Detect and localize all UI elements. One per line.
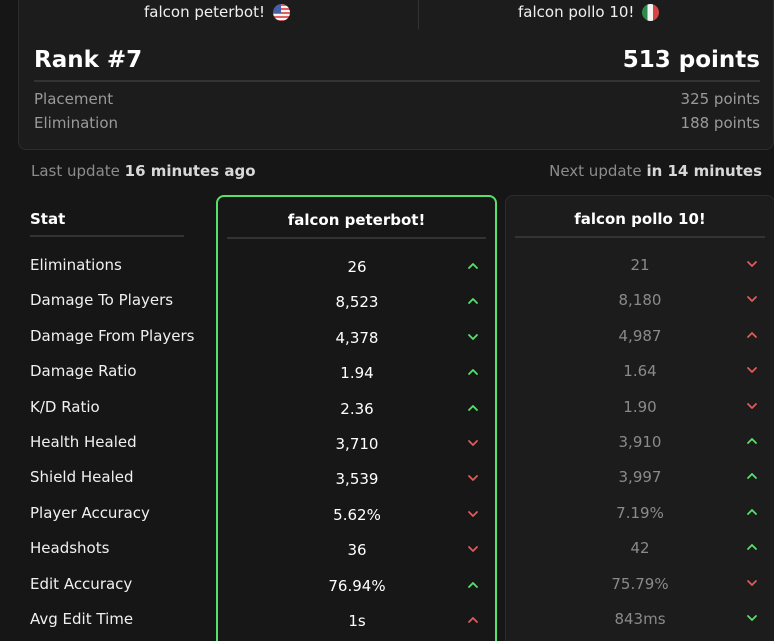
player2-stat-value: 75.79% (611, 574, 669, 593)
stat-row: Edit Accuracy 76.94% 75.79% (0, 566, 774, 601)
player1-name: falcon peterbot! (144, 3, 265, 21)
breakdown-row-elimination: Elimination 188 points (34, 114, 760, 132)
chevron-down-icon (746, 612, 758, 624)
chevron-up-icon (746, 435, 758, 447)
stat-row: Eliminations 26 21 (0, 247, 774, 282)
stat-row: Damage To Players 8,523 8,180 (0, 282, 774, 317)
chevron-down-icon (467, 543, 479, 555)
player1-stat-value: 26 (347, 258, 367, 276)
chevron-down-icon (467, 508, 479, 520)
player1-stat-value: 1s (348, 611, 366, 630)
chevron-up-icon (467, 614, 479, 626)
stat-header-divider (30, 235, 184, 237)
breakdown-value: 325 points (680, 90, 760, 108)
breakdown-label: Elimination (34, 114, 119, 132)
chevron-down-icon (467, 331, 479, 343)
player2-stat-value: 3,910 (618, 432, 662, 451)
chevron-up-icon (746, 506, 758, 518)
breakdown-value: 188 points (680, 114, 760, 132)
mexico-flag-icon (642, 3, 660, 21)
stat-row: K/D Ratio 2.36 1.90 (0, 389, 774, 424)
header-divider (418, 0, 419, 29)
last-update-value: 16 minutes ago (124, 162, 256, 180)
stat-label: Edit Accuracy (30, 574, 133, 593)
chevron-up-icon (746, 470, 758, 482)
stats-table-body: Eliminations 26 21 Damage To Players 8,523 8,… (0, 247, 774, 636)
rank-divider (34, 80, 760, 82)
chevron-down-icon (746, 400, 758, 412)
rank-card: falcon peterbot! falcon pollo 10! (18, 0, 774, 150)
stat-label: K/D Ratio (30, 397, 100, 416)
chevron-down-icon (467, 472, 479, 484)
chevron-up-icon (467, 579, 479, 591)
player2-stats-column: falcon pollo 10! (505, 195, 774, 641)
player2-stat-value: 3,997 (618, 468, 662, 487)
stat-label: Eliminations (30, 256, 122, 274)
next-update: Next update in 14 minutes (549, 162, 762, 180)
chevron-down-icon (746, 577, 758, 589)
us-flag-icon (272, 3, 290, 21)
player2-column-header: falcon pollo 10! (574, 210, 706, 228)
total-points: 513 points (622, 47, 760, 73)
player2-stat-value: 843ms (614, 609, 666, 628)
player1-stat-value: 3,710 (335, 434, 379, 453)
chevron-up-icon (467, 402, 479, 414)
chevron-down-icon (746, 293, 758, 305)
chevron-up-icon (746, 541, 758, 553)
next-update-value: in 14 minutes (646, 162, 762, 180)
breakdown-label: Placement (34, 90, 114, 108)
stat-label: Avg Edit Time (30, 609, 134, 628)
player2-stat-value: 4,987 (618, 326, 662, 345)
stat-column-header: Stat (30, 210, 66, 228)
next-update-prefix: Next update (549, 162, 642, 180)
stat-label: Health Healed (30, 432, 137, 451)
player2-stat-value: 42 (630, 539, 650, 558)
stat-row: Avg Edit Time 1s 843ms (0, 601, 774, 636)
player1-stats-column: falcon peterbot! (216, 195, 497, 641)
stat-row: Damage From Players 4,378 4,987 (0, 318, 774, 353)
chevron-up-icon (467, 295, 479, 307)
chevron-up-icon (467, 366, 479, 378)
player2-stat-value: 1.90 (623, 397, 657, 416)
rank-title: Rank #7 (34, 47, 143, 73)
player1-stat-value: 3,539 (335, 470, 379, 489)
last-update-prefix: Last update (31, 162, 120, 180)
stat-label: Damage To Players (30, 291, 174, 310)
stat-row: Player Accuracy 5.62% 7.19% (0, 495, 774, 530)
player1-header-divider (227, 237, 486, 239)
player1-column-header: falcon peterbot! (287, 211, 426, 229)
stat-row: Headshots 36 42 (0, 530, 774, 565)
stat-row: Damage Ratio 1.94 1.64 (0, 353, 774, 388)
chevron-down-icon (746, 258, 758, 270)
stat-label: Damage Ratio (30, 362, 137, 381)
player2-stat-value: 8,180 (618, 291, 662, 310)
player2-header-divider (515, 236, 765, 238)
player1-stat-value: 36 (347, 541, 367, 560)
player1-stat-value: 5.62% (333, 505, 381, 524)
stat-label: Damage From Players (30, 326, 195, 345)
stat-label: Shield Healed (30, 468, 134, 487)
last-update: Last update 16 minutes ago (31, 162, 256, 180)
player1-stat-value: 1.94 (340, 364, 374, 383)
player1-stat-value: 76.94% (328, 576, 386, 595)
player1-stat-value: 2.36 (340, 399, 374, 418)
stat-label: Player Accuracy (30, 503, 150, 522)
stat-row: Health Healed 3,710 3,910 (0, 424, 774, 459)
chevron-down-icon (746, 364, 758, 376)
player2-stat-value: 21 (630, 256, 650, 274)
player1-header: falcon peterbot! (144, 3, 290, 21)
player2-header: falcon pollo 10! (518, 3, 660, 21)
stat-label: Headshots (30, 539, 110, 558)
chevron-up-icon (467, 260, 479, 272)
player2-stat-value: 7.19% (616, 503, 664, 522)
chevron-up-icon (746, 329, 758, 341)
stat-row: Shield Healed 3,539 3,997 (0, 459, 774, 494)
player2-name: falcon pollo 10! (518, 3, 635, 21)
chevron-down-icon (467, 437, 479, 449)
player2-stat-value: 1.64 (623, 362, 657, 381)
player1-stat-value: 4,378 (335, 328, 379, 347)
breakdown-row-placement: Placement 325 points (34, 90, 760, 108)
player1-stat-value: 8,523 (335, 293, 379, 312)
